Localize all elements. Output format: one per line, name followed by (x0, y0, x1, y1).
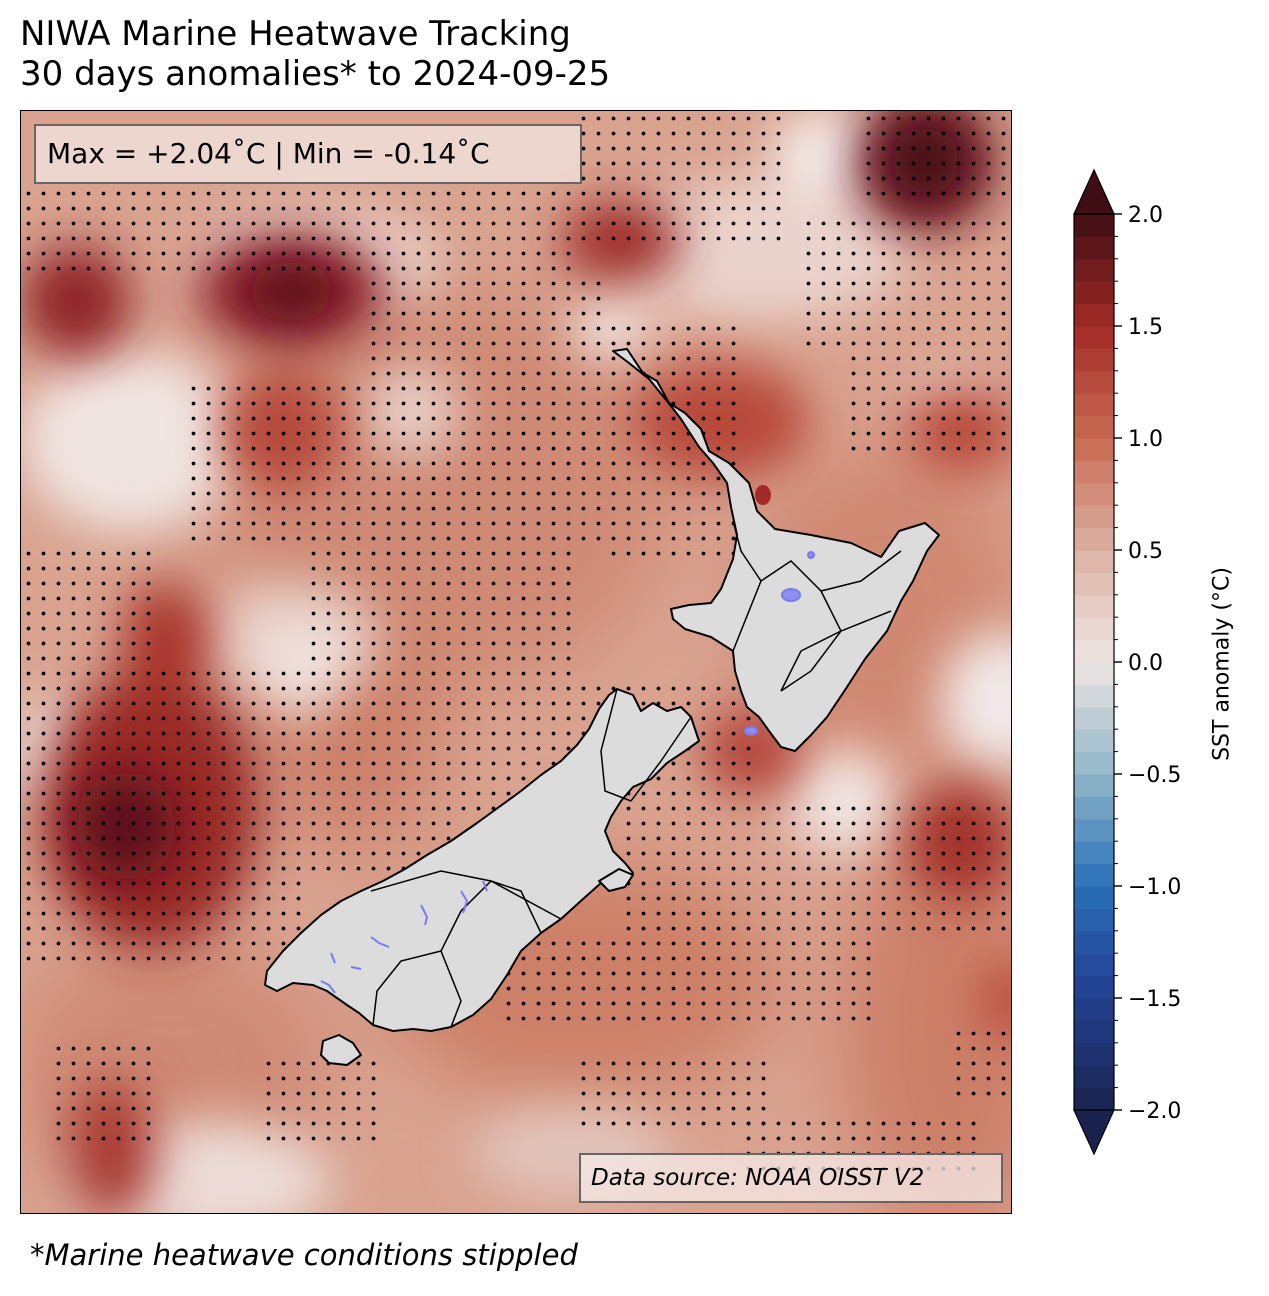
colorbar-tick-label: 1.0 (1128, 427, 1163, 452)
colorbar-band (1074, 258, 1114, 282)
colorbar-band (1074, 303, 1114, 327)
colorbar-tick-label: 0.0 (1128, 651, 1163, 676)
colorbar-band (1074, 1020, 1114, 1044)
colorbar-bands (1074, 214, 1114, 1111)
lakes (320, 551, 815, 994)
colorbar-band (1074, 930, 1114, 954)
colorbar-band (1074, 796, 1114, 820)
colorbar-tick-label: −0.5 (1128, 763, 1181, 788)
colorbar-band (1074, 236, 1114, 260)
colorbar-tick-label: −2.0 (1128, 1099, 1181, 1124)
map-canvas (21, 111, 1011, 1213)
max-min-stat-box: Max = +2.04˚C | Min = -0.14˚C (34, 124, 582, 184)
colorbar-band (1074, 460, 1114, 484)
data-source-text: Data source: NOAA OISST V2 (591, 1165, 925, 1191)
colorbar-band (1074, 1042, 1114, 1066)
title-line-1: NIWA Marine Heatwave Tracking (20, 14, 571, 54)
colorbar-ticks: −2.0 −1.5 −1.0 −0.5 0.0 0.5 1.0 1.5 2.0 (1114, 203, 1181, 1124)
colorbar-band (1074, 1065, 1114, 1089)
colorbar: −2.0 −1.5 −1.0 −0.5 0.0 0.5 1.0 1.5 2.0 (1073, 168, 1181, 1156)
hauraki-hotspot (755, 485, 771, 505)
colorbar-band (1074, 594, 1114, 618)
colorbar-band (1074, 214, 1114, 237)
colorbar-tick-label: −1.5 (1128, 987, 1181, 1012)
colorbar-band (1074, 348, 1114, 372)
sst-anomaly-map[interactable] (20, 110, 1012, 1214)
colorbar-band (1074, 818, 1114, 842)
colorbar-band (1074, 1087, 1114, 1111)
max-min-text: Max = +2.04˚C | Min = -0.14˚C (47, 137, 490, 170)
colorbar-max-arrow (1073, 168, 1115, 215)
colorbar-band (1074, 975, 1114, 999)
colorbar-band (1074, 482, 1114, 506)
colorbar-tick-label: 1.5 (1128, 315, 1163, 340)
colorbar-band (1074, 953, 1114, 977)
colorbar-band (1074, 370, 1114, 394)
colorbar-band (1074, 550, 1114, 573)
colorbar-band (1074, 863, 1114, 887)
colorbar-band (1074, 438, 1114, 461)
colorbar-band (1074, 706, 1114, 730)
new-zealand-land (264, 348, 940, 1066)
colorbar-tick-label: 0.5 (1128, 539, 1163, 564)
colorbar-band (1074, 505, 1114, 529)
colorbar-label: SST anomaly (°C) (1209, 567, 1235, 761)
colorbar-tick-label: −1.0 (1128, 875, 1181, 900)
colorbar-band (1074, 326, 1114, 349)
region-boundaries (370, 520, 902, 1028)
anomaly-field (21, 111, 1011, 1213)
colorbar-band (1074, 684, 1114, 708)
colorbar-band (1074, 908, 1114, 932)
colorbar-band (1074, 998, 1114, 1021)
colorbar-band (1074, 639, 1114, 663)
colorbar-band (1074, 617, 1114, 641)
colorbar-min-arrow (1073, 1109, 1115, 1156)
figure-title: NIWA Marine Heatwave Tracking 30 days an… (20, 14, 610, 94)
colorbar-band (1074, 774, 1114, 797)
title-line-2: 30 days anomalies* to 2024-09-25 (20, 54, 611, 94)
colorbar-band (1074, 527, 1114, 551)
colorbar-tick-label: 2.0 (1128, 203, 1163, 228)
colorbar-band (1074, 729, 1114, 753)
colorbar-band (1074, 886, 1114, 909)
data-source-box: Data source: NOAA OISST V2 (579, 1153, 1003, 1203)
colorbar-band (1074, 281, 1114, 305)
colorbar-band (1074, 841, 1114, 865)
colorbar-band (1074, 662, 1114, 685)
colorbar-band (1074, 751, 1114, 775)
stipple-layer (21, 111, 1011, 1171)
colorbar-band (1074, 393, 1114, 417)
colorbar-band (1074, 572, 1114, 596)
stipple-footnote: *Marine heatwave conditions stippled (30, 1238, 578, 1272)
colorbar-band (1074, 415, 1114, 439)
